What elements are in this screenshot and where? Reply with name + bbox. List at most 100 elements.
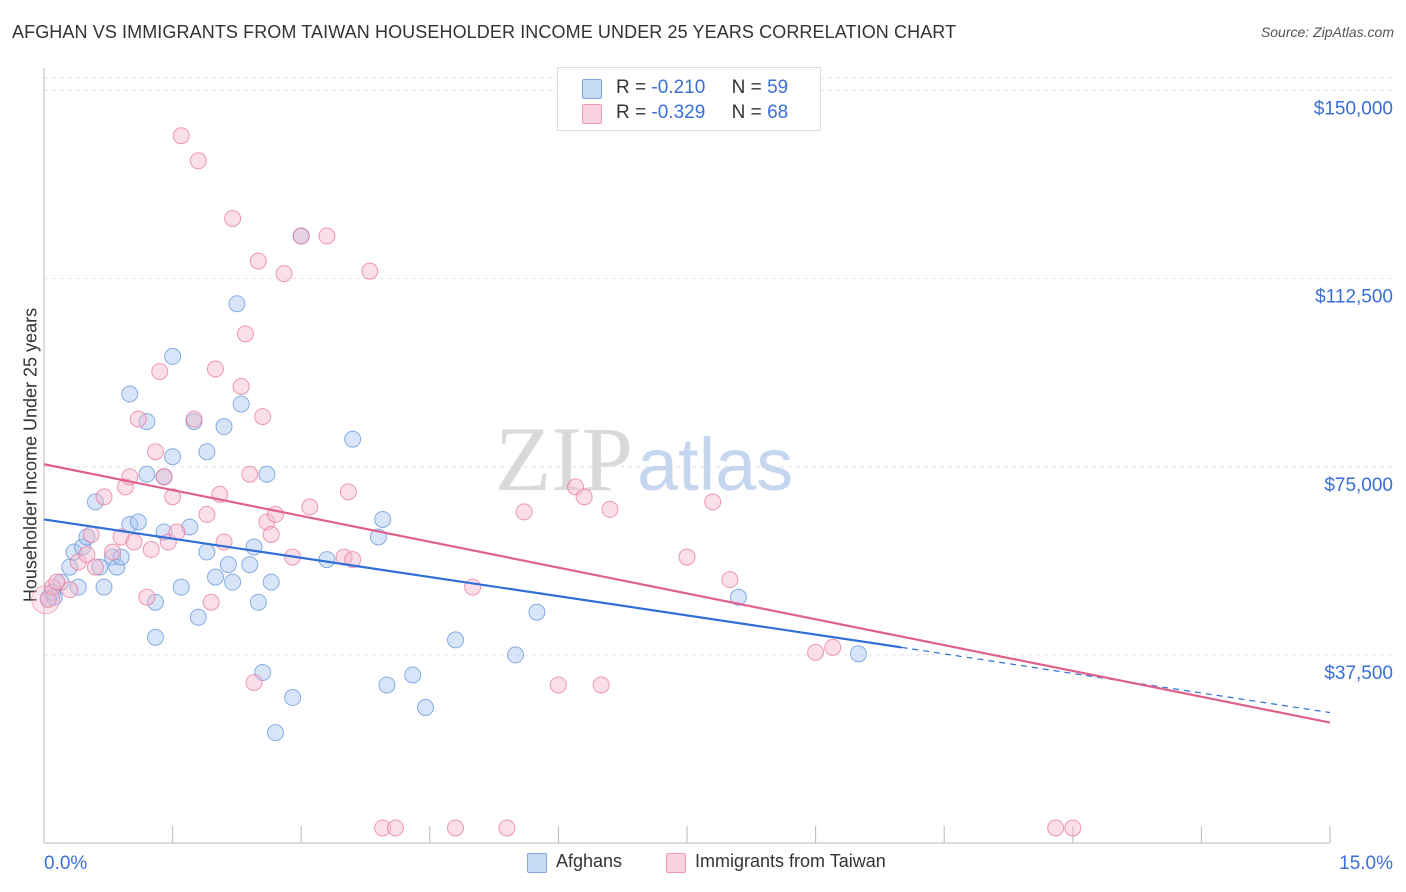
r-value: -0.329 [651, 102, 706, 123]
y-tick-label: $150,000 [1314, 99, 1393, 120]
data-point [447, 631, 465, 649]
data-point [138, 588, 156, 606]
data-point [146, 628, 164, 646]
data-point [155, 468, 173, 486]
data-point [266, 724, 284, 742]
correlation-stats-box: R = -0.210 N = 59 R = -0.329 N = 68 [557, 67, 821, 131]
n-label: N = [731, 77, 762, 98]
data-point [164, 488, 182, 506]
data-point [824, 638, 842, 656]
data-point [121, 385, 139, 403]
data-point [849, 645, 867, 663]
data-point [318, 227, 336, 245]
data-point [339, 483, 357, 501]
data-point [292, 227, 310, 245]
y-tick-label: $37,500 [1324, 663, 1393, 684]
data-point [224, 573, 242, 591]
data-point [31, 585, 61, 615]
series-taiwan [39, 127, 1082, 837]
data-point [507, 646, 525, 664]
r-value: -0.210 [651, 77, 706, 98]
data-point [189, 608, 207, 626]
data-point [172, 578, 190, 596]
data-point [378, 676, 396, 694]
data-point [129, 513, 147, 531]
data-point [202, 593, 220, 611]
n-label: N = [731, 102, 762, 123]
data-point [245, 673, 263, 691]
data-point [228, 295, 246, 313]
data-point [344, 430, 362, 448]
x-tick-label: 0.0% [44, 853, 87, 874]
data-point [215, 418, 233, 436]
data-point [498, 819, 516, 837]
data-point [528, 603, 546, 621]
data-point [275, 265, 293, 283]
data-point [125, 533, 143, 551]
data-point [254, 408, 272, 426]
data-point [575, 488, 593, 506]
data-point [86, 558, 104, 576]
data-point [1047, 819, 1065, 837]
data-point [112, 548, 130, 566]
data-point [146, 443, 164, 461]
data-point [284, 689, 302, 707]
n-value: 68 [767, 102, 789, 123]
axes [43, 68, 1331, 844]
data-point [404, 666, 422, 684]
data-point [241, 465, 259, 483]
watermark: ZIP atlas [495, 408, 793, 510]
r-label: R = [616, 77, 647, 98]
data-point [164, 347, 182, 365]
trend-lines [43, 463, 1331, 724]
data-point [219, 556, 237, 574]
y-tick-label: $75,000 [1324, 475, 1393, 496]
data-point [374, 510, 392, 528]
data-point [172, 127, 190, 145]
r-label: R = [616, 102, 647, 123]
data-point [704, 493, 722, 511]
data-point [344, 551, 362, 569]
afghans-legend-swatch-icon [527, 853, 547, 873]
data-point [151, 362, 169, 380]
data-point [729, 588, 747, 606]
taiwan-swatch-icon [582, 104, 602, 124]
data-point [807, 643, 825, 661]
n-value: 59 [767, 77, 789, 98]
data-point [146, 593, 164, 611]
data-point [198, 505, 216, 523]
data-point [116, 478, 134, 496]
data-point [241, 556, 259, 574]
x-tick-label: 15.0% [1339, 853, 1393, 874]
trend-line-taiwan [43, 463, 1331, 724]
data-point [678, 548, 696, 566]
data-point [112, 528, 130, 546]
data-point [601, 500, 619, 518]
data-point [78, 546, 96, 564]
data-point [189, 152, 207, 170]
legend-label: Immigrants from Taiwan [695, 851, 886, 871]
data-point [249, 252, 267, 270]
data-point [387, 819, 405, 837]
data-point [1064, 819, 1082, 837]
data-point [129, 410, 147, 428]
data-point [232, 395, 250, 413]
data-point [164, 448, 182, 466]
data-point [236, 325, 254, 343]
data-point [61, 581, 79, 599]
data-point [198, 443, 216, 461]
data-point [417, 699, 435, 717]
data-point [224, 209, 242, 227]
data-point [138, 465, 156, 483]
data-point [198, 543, 216, 561]
data-point [549, 676, 567, 694]
data-point [65, 543, 83, 561]
data-point [592, 676, 610, 694]
watermark-zip: ZIP [495, 408, 633, 510]
legend-label: Afghans [556, 851, 623, 871]
data-point [361, 262, 379, 280]
data-point [185, 410, 203, 428]
taiwan-legend-swatch-icon [666, 853, 686, 873]
source-label: Source: ZipAtlas.com [1260, 24, 1394, 40]
